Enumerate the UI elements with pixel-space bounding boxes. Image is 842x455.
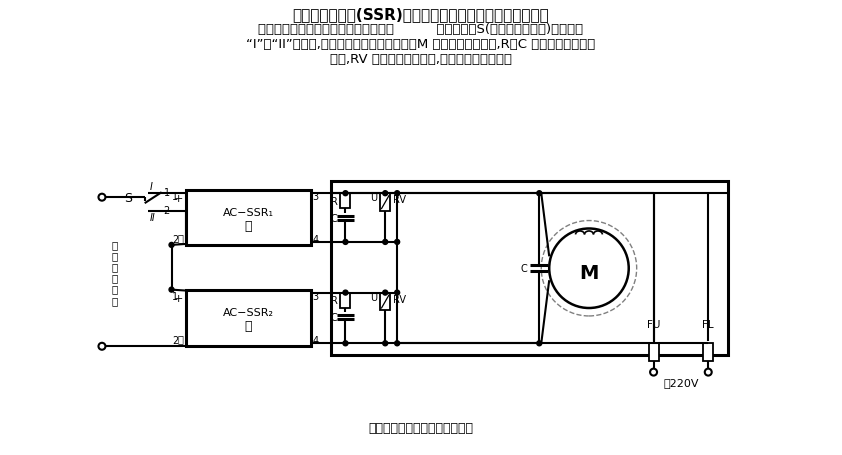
Circle shape [169,288,174,293]
Text: +: + [174,194,184,204]
Circle shape [169,243,174,248]
Circle shape [395,191,400,196]
Text: ～: ～ [178,233,184,243]
Circle shape [99,343,105,350]
Text: U: U [370,193,377,203]
Text: II: II [150,212,156,222]
Circle shape [343,240,348,245]
Text: S: S [124,191,131,204]
Circle shape [383,240,387,245]
Text: 利用固态继电器(SSR)的单相交流电动机的正反转控制电路: 利用固态继电器(SSR)的单相交流电动机的正反转控制电路 [293,7,549,22]
Text: 3: 3 [312,192,319,202]
Text: M: M [579,263,599,282]
Text: 2: 2 [173,335,179,345]
Circle shape [99,194,105,201]
Circle shape [343,191,348,196]
Text: R: R [331,295,338,305]
Text: “I”、“II”位置时,电动机分别为正转和反转。M 为单向交流电动机,R、C 串联组成外加吸收: “I”、“II”位置时,电动机分别为正转和反转。M 为单向交流电动机,R、C 串… [247,38,595,51]
Text: ～220V: ～220V [663,377,699,387]
Text: 1: 1 [173,291,179,301]
Circle shape [395,240,400,245]
Text: 3: 3 [312,291,319,301]
Text: 单相交流电动机正反转控制电路: 单相交流电动机正反转控制电路 [369,421,473,434]
Text: AC−SSR₁: AC−SSR₁ [223,207,274,217]
Bar [186,290,311,347]
Circle shape [395,341,400,346]
Circle shape [537,341,541,346]
Bar [381,194,390,212]
Text: C: C [331,312,338,322]
Text: U: U [370,292,377,302]
Circle shape [343,341,348,346]
Text: C: C [331,213,338,223]
Circle shape [705,369,711,376]
Text: FL: FL [702,320,714,330]
Circle shape [549,229,629,308]
Text: ～: ～ [245,320,253,333]
Text: +: + [174,293,184,303]
Text: 1: 1 [163,188,170,198]
Text: 直
流
控
制
电
源: 直 流 控 制 电 源 [112,239,118,305]
Circle shape [383,191,387,196]
Text: C: C [520,263,527,273]
Circle shape [537,191,541,196]
Text: ～: ～ [178,334,184,344]
Bar [340,194,350,209]
Text: 单向交流电动机的正反转控制电路如图          所示。开关S(可采用电子开关)分别置于: 单向交流电动机的正反转控制电路如图 所示。开关S(可采用电子开关)分别置于 [258,23,584,36]
Circle shape [395,290,400,295]
Text: 电路,RV 为氧化锡压敏电阰,起过电压保护作用。: 电路,RV 为氧化锡压敏电阰,起过电压保护作用。 [330,53,512,66]
Circle shape [383,290,387,295]
Bar [381,293,390,311]
Circle shape [650,369,657,376]
Bar [331,182,728,355]
Text: 4: 4 [312,234,319,244]
Bar [648,344,658,361]
Circle shape [343,290,348,295]
Text: 2: 2 [173,234,179,244]
Bar [186,191,311,245]
Text: 1: 1 [173,192,179,202]
Text: R: R [331,196,338,206]
Text: I: I [150,182,152,192]
Text: FU: FU [647,320,660,330]
Text: RV: RV [393,294,406,304]
Text: 4: 4 [312,335,319,345]
Text: 2: 2 [163,206,170,216]
Bar [703,344,713,361]
Text: RV: RV [393,195,406,205]
Bar [340,293,350,308]
Text: ～: ～ [245,219,253,233]
Text: AC−SSR₂: AC−SSR₂ [223,307,274,317]
Circle shape [383,341,387,346]
